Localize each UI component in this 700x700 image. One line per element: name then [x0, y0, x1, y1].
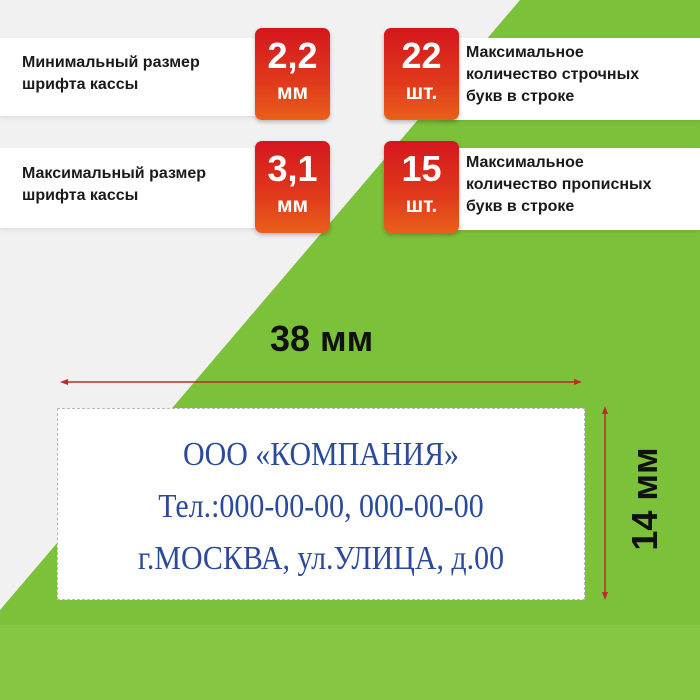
badge-max-size: 3,1 мм	[255, 141, 330, 233]
spec-bar-min-size	[0, 38, 272, 116]
spec-label-lowercase: Максимальное количество строчных букв в ст…	[466, 44, 640, 105]
badge-lowercase: 22 шт.	[384, 28, 459, 120]
spec-label-uppercase: Максимальное количество прописных букв в с…	[466, 154, 652, 215]
badge-min-size: 2,2 мм	[255, 28, 330, 120]
spec-label-max-size: Максимальный размер шрифта кассы	[22, 165, 207, 204]
stamp-line-phone: Тел.:000-00-00, 000-00-00	[158, 488, 484, 525]
spec-bar-lowercase	[440, 38, 700, 120]
width-label: 38 мм	[270, 318, 374, 359]
stamp-imprint-preview: ООО «КОМПАНИЯ» Тел.:000-00-00, 000-00-00…	[57, 408, 585, 600]
spec-bar-uppercase	[440, 148, 700, 230]
spec-bar-max-size	[0, 148, 272, 228]
stamp-line-address: г.МОСКВА, ул.УЛИЦА, д.00	[137, 540, 505, 577]
stamp-line-company: ООО «КОМПАНИЯ»	[182, 436, 460, 473]
badge-uppercase: 15 шт.	[384, 141, 459, 233]
spec-label-min-size: Минимальный размер шрифта кассы	[22, 54, 200, 93]
